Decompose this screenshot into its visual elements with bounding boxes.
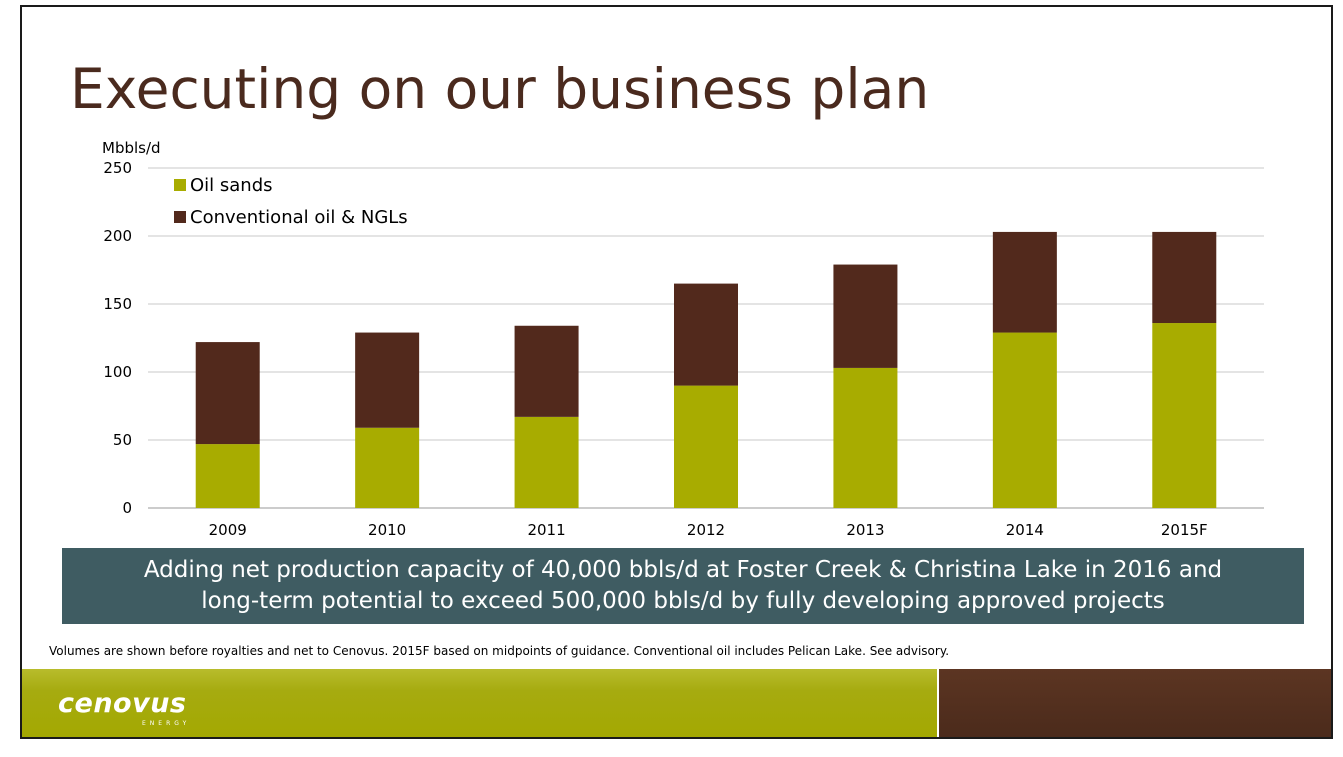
y-tick-0: 0 xyxy=(122,499,132,517)
y-axis-label: Mbbls/d xyxy=(102,139,161,157)
x-tick-2015F: 2015F xyxy=(1161,521,1208,539)
y-tick-250: 250 xyxy=(103,159,132,177)
y-tick-100: 100 xyxy=(103,363,132,381)
callout-banner: Adding net production capacity of 40,000… xyxy=(62,548,1304,624)
slide: Executing on our business plan Mbbls/d 0… xyxy=(20,5,1333,739)
bar-2012-conventional xyxy=(674,283,738,386)
y-tick-labels: 0 50 100 150 200 250 xyxy=(103,159,132,517)
callout-line-1: Adding net production capacity of 40,000… xyxy=(143,557,1223,583)
page-title: Executing on our business plan xyxy=(70,57,930,121)
footer-brown-band xyxy=(939,669,1331,737)
x-tick-2011: 2011 xyxy=(527,521,565,539)
bar-2010-oil-sands xyxy=(355,427,420,508)
bar-2014-oil-sands xyxy=(992,332,1057,508)
bar-2015F-conventional xyxy=(1152,231,1217,324)
legend-label-conventional: Conventional oil & NGLs xyxy=(190,207,408,228)
footnote: Volumes are shown before royalties and n… xyxy=(49,644,950,658)
callout-line-2: long-term potential to exceed 500,000 bb… xyxy=(201,588,1165,614)
y-tick-200: 200 xyxy=(103,227,132,245)
footer-green-band xyxy=(22,669,937,737)
bar-2010-conventional xyxy=(355,332,420,428)
bar-2011-oil-sands xyxy=(514,416,579,508)
bar-2013-oil-sands xyxy=(833,367,898,508)
legend-swatch-conventional xyxy=(174,211,186,223)
bar-2012-oil-sands xyxy=(674,385,738,508)
x-tick-2013: 2013 xyxy=(846,521,884,539)
bar-2011-conventional xyxy=(514,325,579,417)
x-tick-2010: 2010 xyxy=(368,521,406,539)
y-tick-50: 50 xyxy=(113,431,132,449)
x-tick-2014: 2014 xyxy=(1006,521,1044,539)
footer-band: cenovus ENERGY xyxy=(22,669,1331,737)
bar-2009-oil-sands xyxy=(195,444,260,508)
x-tick-2009: 2009 xyxy=(209,521,247,539)
legend: Oil sands Conventional oil & NGLs xyxy=(174,175,408,228)
bar-2014-conventional xyxy=(992,231,1057,333)
bar-2013-conventional xyxy=(833,264,898,368)
x-tick-2012: 2012 xyxy=(687,521,725,539)
cenovus-logo: cenovus ENERGY xyxy=(58,688,190,727)
legend-swatch-oil-sands xyxy=(174,179,186,191)
legend-label-oil-sands: Oil sands xyxy=(190,175,273,196)
bars xyxy=(195,231,1217,508)
x-tick-labels: 2009 2010 2011 2012 2013 2014 2015F xyxy=(209,521,1208,539)
bar-2009-conventional xyxy=(195,342,260,445)
production-chart: Mbbls/d 0 50 100 150 200 250 2009 2010 2011 2012… xyxy=(102,139,1264,539)
bar-2015F-oil-sands xyxy=(1152,323,1217,508)
y-tick-150: 150 xyxy=(103,295,132,313)
svg-text:cenovus: cenovus xyxy=(58,688,186,719)
svg-text:ENERGY: ENERGY xyxy=(142,720,190,727)
